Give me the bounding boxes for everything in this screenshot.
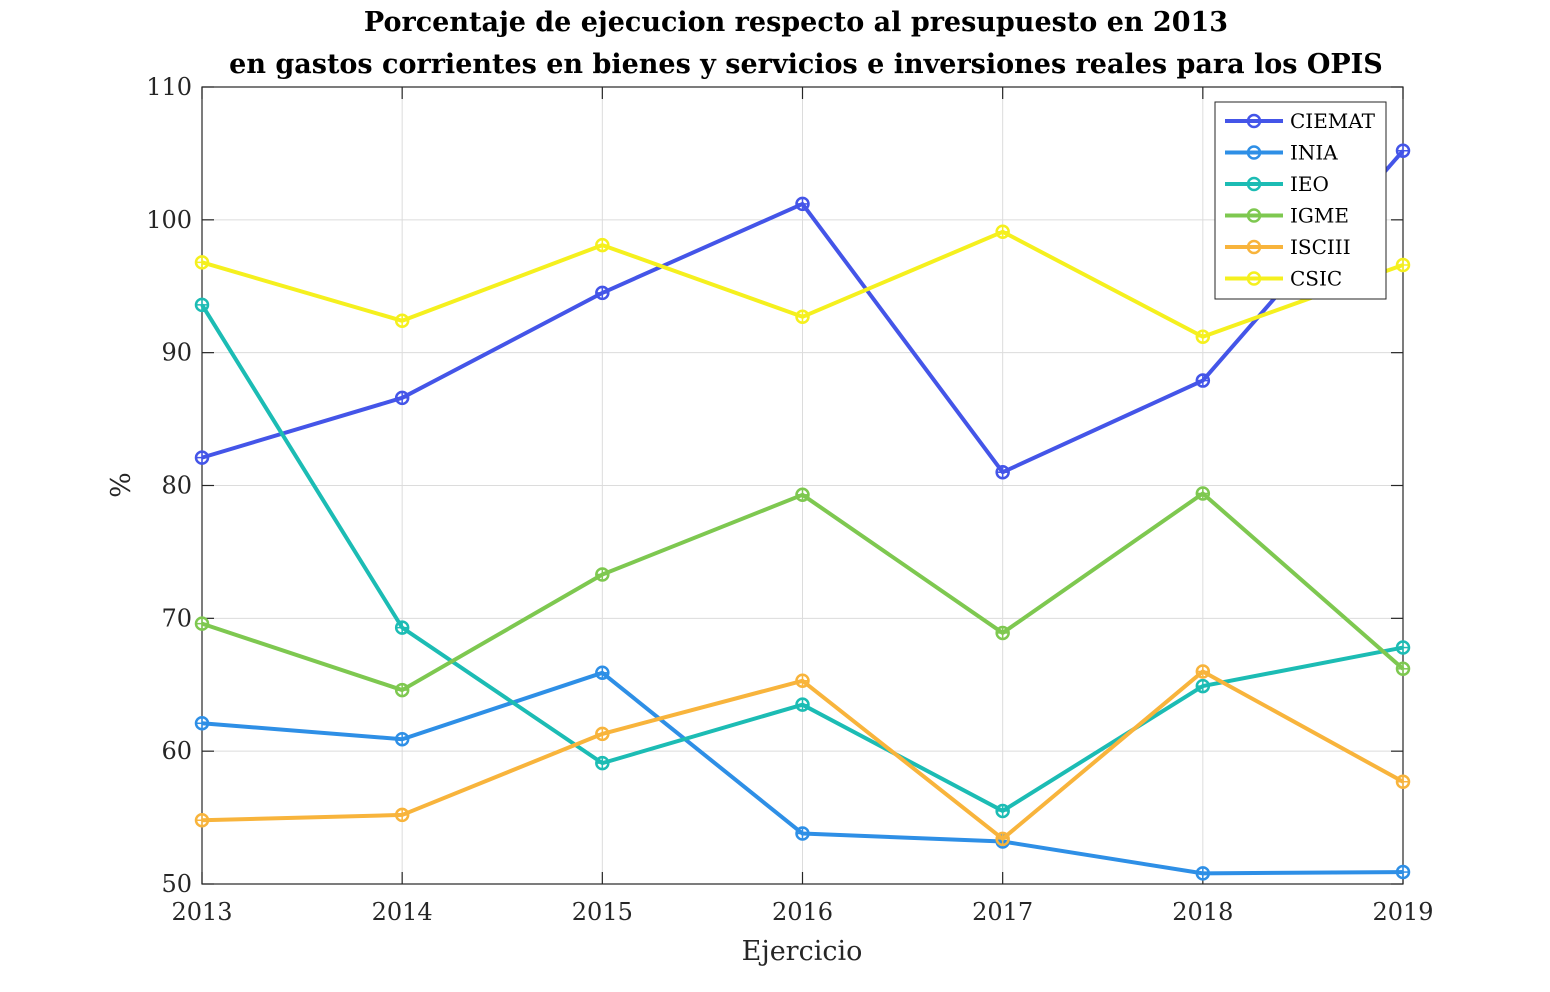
x-tick-label: 2016	[772, 898, 833, 926]
legend-label-inia: INIA	[1290, 141, 1338, 165]
x-tick-label: 2013	[171, 898, 232, 926]
legend-label-ieo: IEO	[1290, 172, 1329, 196]
y-tick-label: 70	[161, 604, 192, 632]
chart-title-line-2: en gastos corrientes en bienes y servici…	[229, 49, 1383, 80]
legend-marker	[1246, 208, 1262, 223]
y-tick-label: 60	[161, 737, 192, 765]
y-axis-label: %	[106, 472, 137, 498]
x-tick-label: 2018	[1172, 898, 1233, 926]
legend-label-ciemat: CIEMAT	[1290, 109, 1376, 133]
legend-label-isciii: ISCIII	[1290, 235, 1351, 259]
x-tick-label: 2017	[972, 898, 1033, 926]
legend-marker	[1246, 271, 1262, 286]
y-tick-label: 50	[161, 870, 192, 898]
legend-box	[1214, 101, 1387, 300]
x-axis-label: Ejercicio	[742, 936, 863, 967]
legend-marker	[1246, 239, 1262, 255]
axis-ticks: 2013 2014 2015 2016 2017 2018 2019 50 60 70 80 90 10…	[146, 73, 1433, 926]
legend-marker	[1246, 176, 1262, 192]
y-tick-label: 80	[161, 472, 192, 500]
x-tick-label: 2014	[372, 898, 433, 926]
chart-title-line-1: Porcentaje de ejecucion respecto al pres…	[364, 7, 1228, 38]
series-lines	[194, 143, 1411, 881]
x-tick-label: 2015	[572, 898, 633, 926]
legend-label-csic: CSIC	[1290, 267, 1342, 291]
x-tick-label: 2019	[1372, 898, 1433, 926]
y-tick-label: 110	[146, 73, 192, 101]
legend: CIEMAT INIA IEO IGME ISCIII CSIC	[1214, 101, 1387, 300]
y-tick-label: 100	[146, 206, 192, 234]
legend-label-igme: IGME	[1290, 204, 1349, 228]
legend-marker	[1246, 145, 1262, 160]
y-tick-label: 90	[161, 339, 192, 367]
legend-marker	[1246, 113, 1262, 129]
